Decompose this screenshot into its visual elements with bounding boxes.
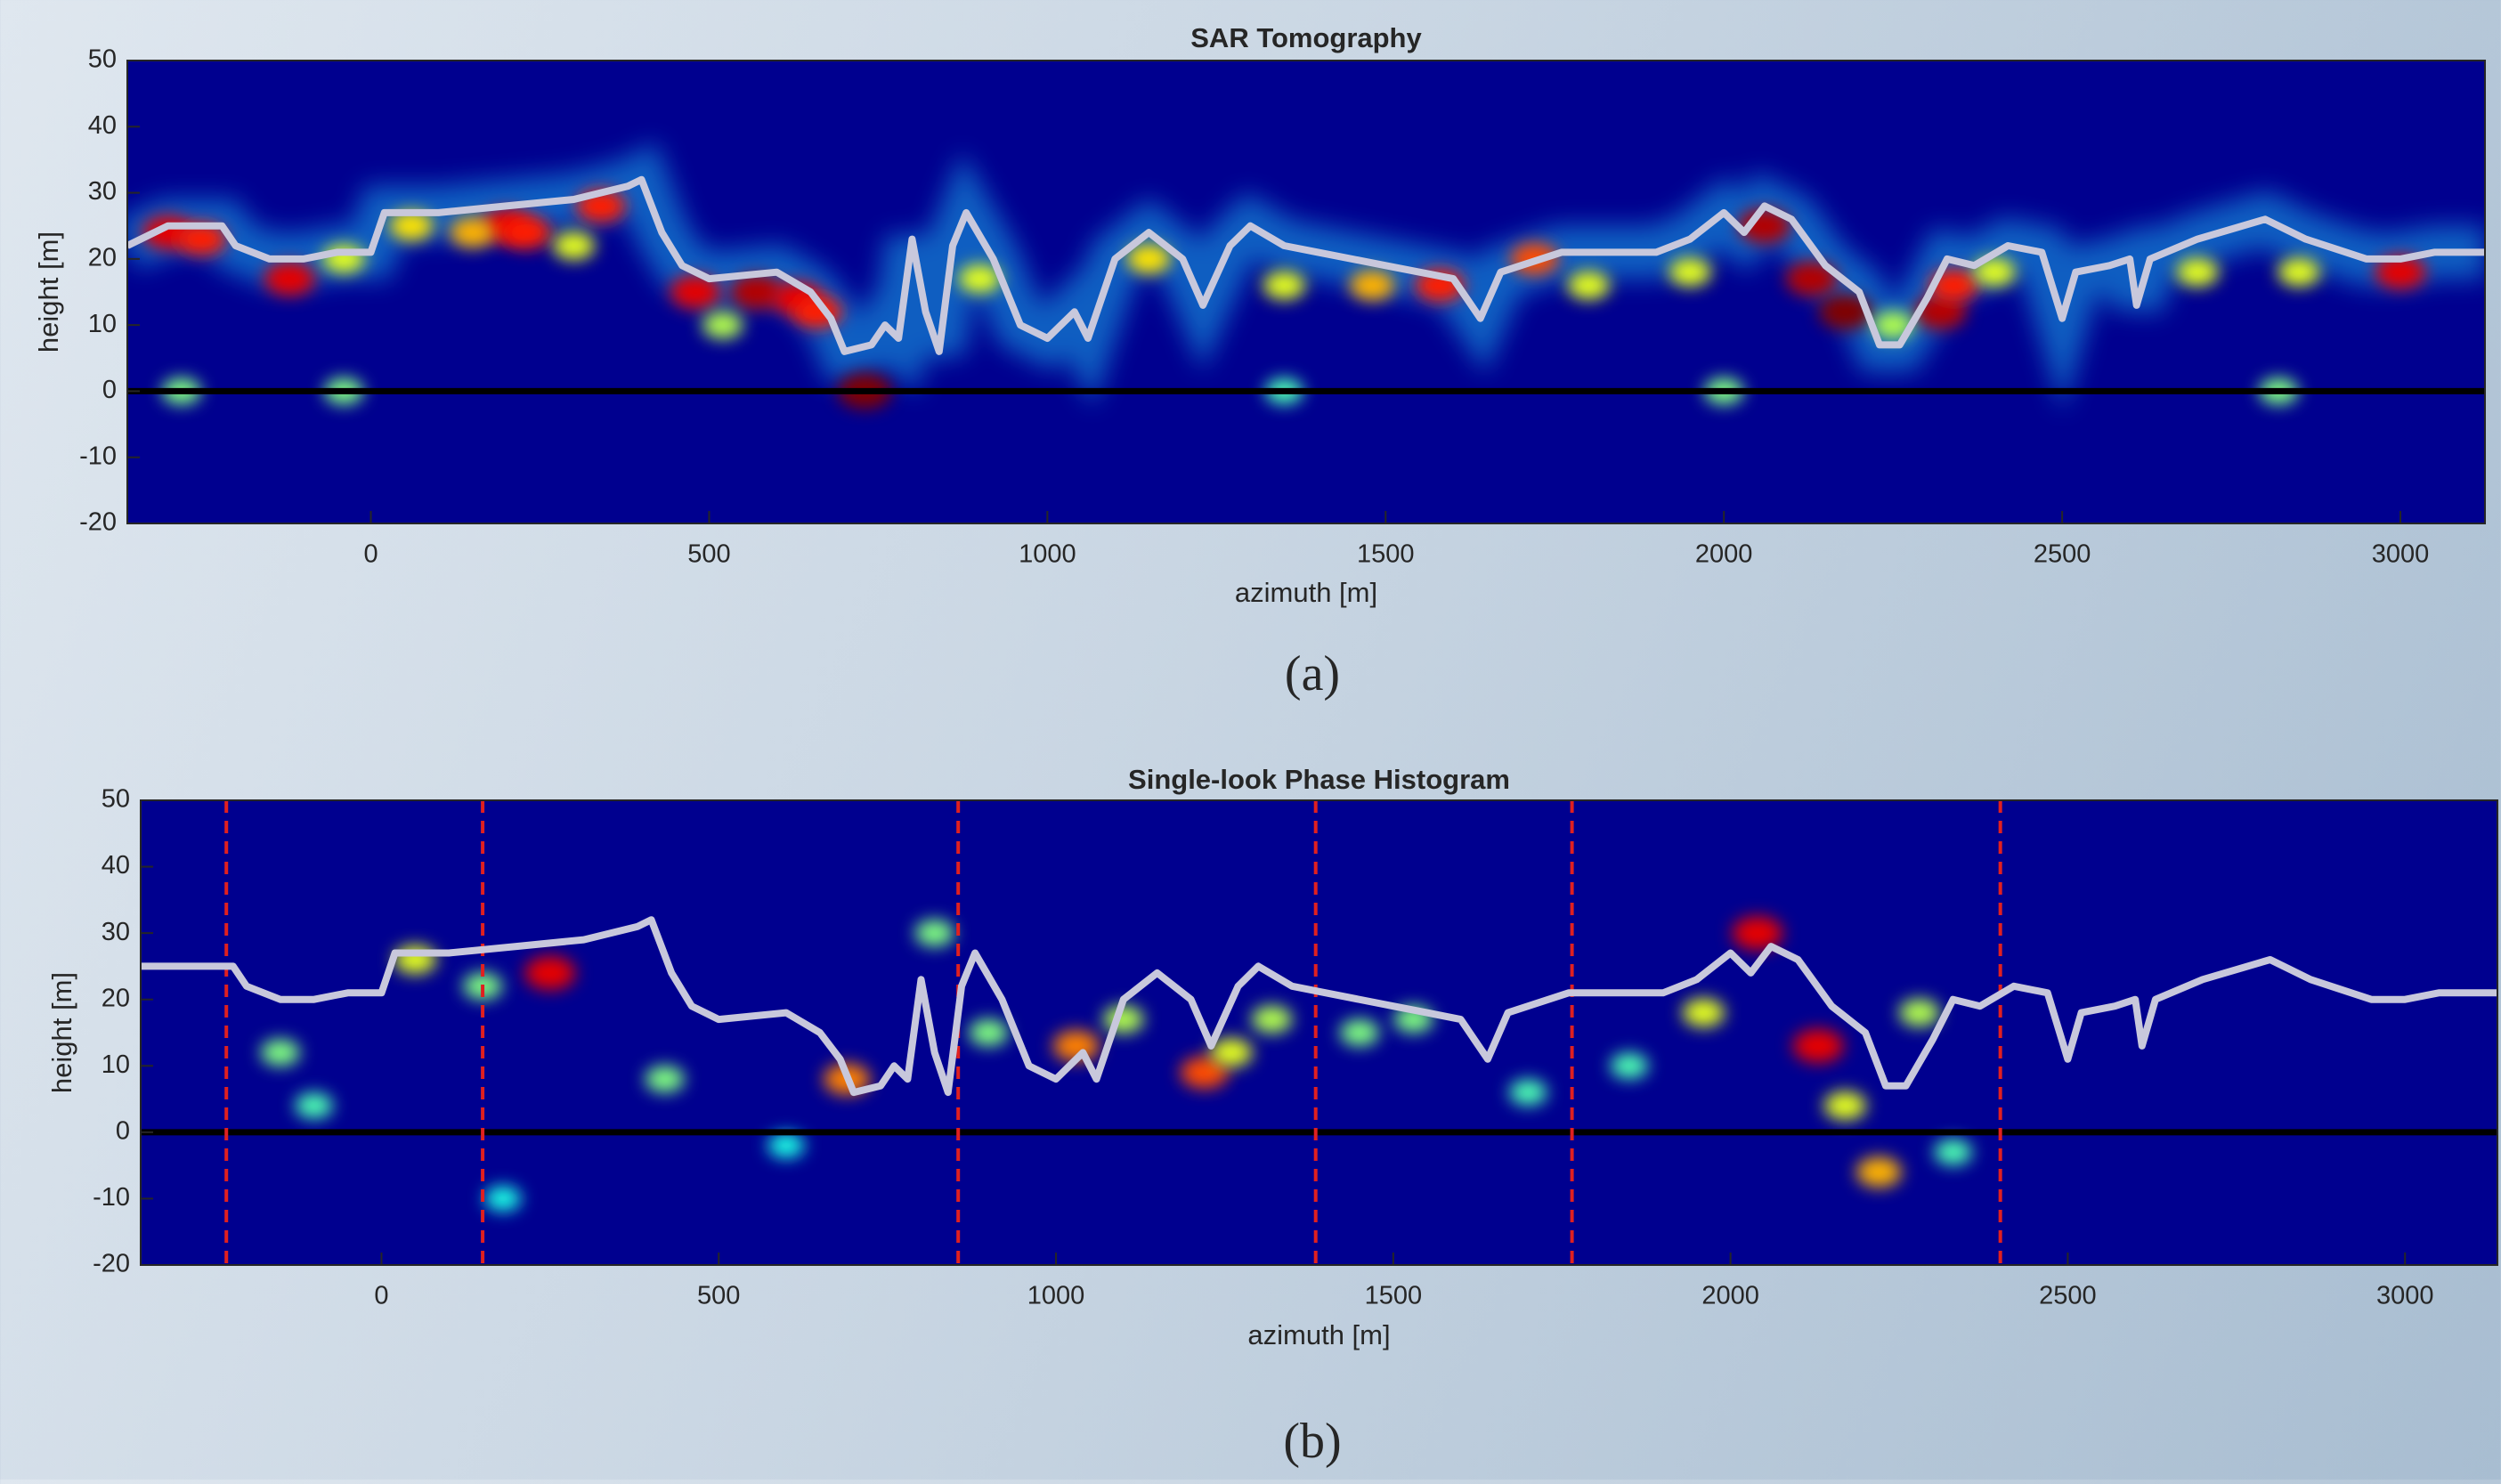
y-tick-label: 0 (102, 376, 117, 404)
intensity-spot (1251, 1005, 1293, 1034)
intensity-spot (767, 1132, 805, 1158)
intensity-spot (1669, 257, 1711, 287)
x-tick-label: 500 (687, 540, 730, 569)
x-tick-label: 2500 (2034, 540, 2091, 569)
intensity-spot (958, 264, 1001, 294)
intensity-spot (914, 920, 954, 947)
y-tick-label: -20 (79, 508, 117, 537)
intensity-spot (2278, 257, 2320, 287)
chart-title: SAR Tomography (1190, 22, 1422, 53)
intensity-spot (1792, 1028, 1844, 1063)
caption: (b) (1283, 1414, 1341, 1469)
y-tick-label: 30 (102, 918, 130, 946)
intensity-spot (1785, 261, 1839, 296)
plot-frame (126, 60, 2486, 524)
y-axis-label: height [m] (33, 231, 64, 353)
y-tick-label: -10 (79, 442, 117, 470)
intensity-spot (389, 211, 434, 241)
x-tick-label: 1000 (1019, 540, 1076, 569)
intensity-spot (730, 274, 783, 310)
intensity-spot (1349, 270, 1395, 301)
y-tick-label: 40 (102, 851, 130, 880)
intensity-spot (1210, 1038, 1253, 1067)
intensity-spot (1052, 1030, 1100, 1062)
intensity-spot (2176, 257, 2219, 287)
x-tick-label: 1500 (1365, 1282, 1423, 1310)
y-tick-label: 40 (88, 111, 117, 140)
x-tick-label: 3000 (2372, 540, 2430, 569)
x-tick-label: 0 (374, 1282, 388, 1310)
x-tick-label: 500 (697, 1282, 740, 1310)
y-tick-label: 50 (102, 785, 130, 814)
intensity-spot (1126, 244, 1171, 274)
x-tick-label: 3000 (2376, 1282, 2434, 1310)
plot-frame (140, 799, 2498, 1266)
intensity-spot (484, 1186, 522, 1212)
intensity-spot (1973, 257, 2016, 287)
y-tick-label: 20 (88, 244, 117, 272)
y-tick-label: -20 (93, 1250, 130, 1278)
intensity-spot (524, 955, 576, 990)
intensity-spot (1732, 916, 1783, 951)
x-tick-label: 2000 (1695, 540, 1753, 569)
plot-content (127, 142, 2485, 412)
intensity-spot (1898, 999, 1940, 1027)
x-axis-label: azimuth [m] (1247, 1319, 1390, 1350)
intensity-spot (969, 1019, 1009, 1046)
x-tick-label: 0 (363, 540, 378, 569)
intensity-spot (1509, 1079, 1547, 1106)
intensity-spot (1682, 998, 1725, 1027)
y-axis-label: height [m] (46, 972, 77, 1093)
intensity-spot (670, 275, 721, 309)
height-profile (141, 916, 2497, 1097)
caption: (a) (1285, 646, 1340, 701)
x-tick-label: 1000 (1027, 1282, 1085, 1310)
intensity-spot (1934, 1139, 1972, 1165)
y-tick-label: 10 (88, 310, 117, 338)
intensity-spot (1856, 1156, 1902, 1188)
x-tick-label: 1500 (1357, 540, 1415, 569)
intensity-spot (1567, 271, 1610, 300)
intensity-spot (295, 1092, 333, 1119)
intensity-spot (1610, 1052, 1649, 1079)
plot-content (141, 800, 2497, 1265)
intensity-spot (2375, 255, 2426, 289)
y-tick-label: 10 (102, 1050, 130, 1079)
plot-area (141, 800, 2497, 1265)
intensity-spot (552, 231, 596, 260)
y-tick-label: 0 (116, 1117, 130, 1146)
intensity-spot (264, 262, 315, 296)
intensity-spot (450, 217, 495, 248)
intensity-spot (1818, 294, 1872, 330)
intensity-spot (1180, 1056, 1229, 1089)
intensity-spot (260, 1039, 300, 1066)
intensity-spot (702, 311, 743, 339)
intensity-spot (1263, 271, 1305, 300)
y-tick-label: -10 (93, 1183, 130, 1212)
intensity-spot (1823, 1091, 1867, 1121)
intensity-spot (501, 215, 551, 249)
x-axis-label: azimuth [m] (1235, 577, 1377, 608)
x-tick-label: 2500 (2039, 1282, 2097, 1310)
y-tick-label: 30 (88, 177, 117, 206)
height-profile (127, 175, 2485, 355)
intensity-spot (1339, 1019, 1379, 1046)
intensity-spot (645, 1066, 685, 1093)
x-tick-label: 2000 (1701, 1282, 1759, 1310)
y-tick-label: 50 (88, 45, 117, 74)
y-tick-label: 20 (102, 984, 130, 1012)
intensity-spot (176, 223, 227, 256)
chart-title: Single-look Phase Histogram (1128, 764, 1510, 795)
